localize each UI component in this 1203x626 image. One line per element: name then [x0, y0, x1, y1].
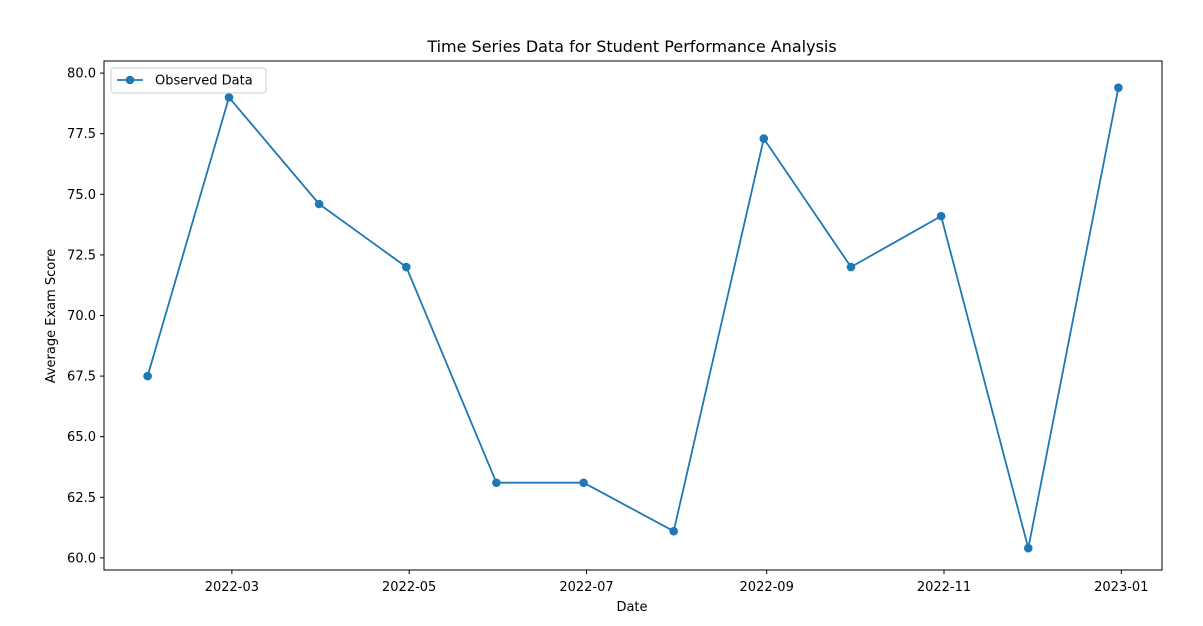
data-point	[1023, 543, 1033, 553]
y-tick-label: 62.5	[67, 491, 96, 506]
legend: Observed Data	[110, 67, 267, 94]
chart-title: Time Series Data for Student Performance…	[426, 37, 836, 56]
x-axis: 2022-03 2022-05 2022-07 2022-09 2022-11 2023-…	[205, 570, 1148, 595]
legend-marker	[125, 75, 135, 85]
data-point	[314, 199, 324, 209]
x-tick-label: 2022-09	[740, 580, 794, 595]
data-point	[143, 371, 152, 381]
legend-label: Observed Data	[155, 74, 253, 89]
x-axis-label: Date	[616, 600, 647, 615]
y-tick-label: 70.0	[67, 309, 96, 324]
x-tick-label: 2022-03	[205, 580, 259, 595]
y-tick-label: 67.5	[67, 370, 96, 385]
data-point	[759, 134, 769, 143]
x-tick-label: 2022-11	[917, 580, 971, 595]
data-point	[224, 93, 234, 102]
data-point	[401, 262, 411, 272]
y-tick-label: 65.0	[67, 430, 96, 445]
y-tick-label: 80.0	[67, 67, 96, 82]
data-point	[579, 478, 588, 488]
y-tick-label: 75.0	[67, 188, 96, 203]
legend-box	[110, 67, 267, 94]
y-tick-label: 72.5	[67, 248, 96, 263]
y-axis: 60.0 62.5 65.0 67.5 70.0 72.5 75.0 77.5 80.0	[67, 67, 104, 566]
data-point	[846, 262, 856, 272]
series-line	[146, 87, 1120, 550]
x-tick-label: 2022-05	[382, 580, 436, 595]
y-tick-label: 60.0	[67, 551, 96, 566]
data-point	[936, 211, 946, 221]
y-axis-label: Average Exam Score	[44, 249, 59, 384]
x-tick-label: 2023-01	[1094, 580, 1148, 595]
data-point	[492, 478, 501, 488]
series-layer	[143, 83, 1123, 553]
y-tick-label: 77.5	[67, 127, 96, 142]
data-point	[669, 526, 678, 536]
data-point	[1114, 83, 1123, 92]
x-tick-label: 2022-07	[559, 580, 613, 595]
